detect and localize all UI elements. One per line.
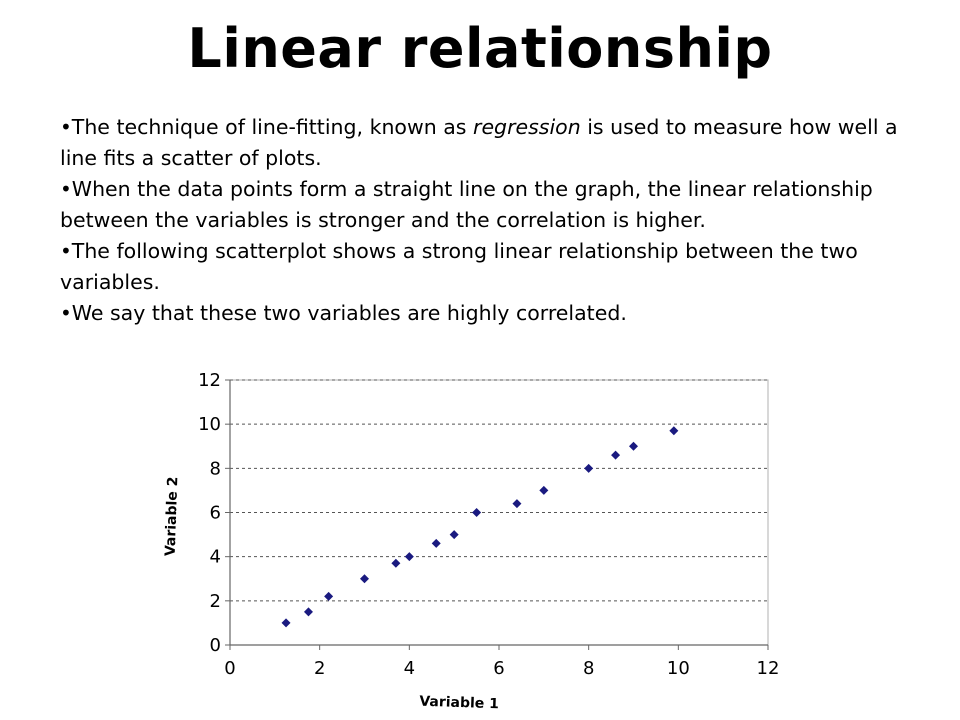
bullet-item: •The technique of line-fitting, known as… [60,112,940,174]
x-tick-label: 0 [224,658,235,679]
bullet-item: •We say that these two variables are hig… [60,298,940,329]
gridlines [229,379,769,646]
bullet-dot: • [60,177,72,201]
data-point [431,538,441,548]
data-point [404,552,414,562]
data-point [472,508,482,517]
chart-svg: 0 2 4 6 8 10 12 0 2 4 6 8 10 12 Variable 1 Variable 2 [163,370,780,713]
x-tick-label: 4 [404,658,415,679]
x-tick-label: 2 [314,658,325,679]
data-point [629,441,638,451]
data-point [512,499,522,509]
y-tick-label: 12 [198,370,221,391]
data-point [539,485,549,495]
data-point [669,426,679,436]
bullet-dot: • [60,301,72,325]
y-tick-label: 0 [210,635,221,656]
bullet-text: We say that these two variables are high… [71,301,627,325]
y-tick-label: 6 [210,503,221,524]
x-axis-title: Variable 1 [419,694,499,713]
y-tick-label: 2 [210,591,221,612]
x-tick-label: 10 [667,658,690,679]
bullet-list: •The technique of line-fitting, known as… [60,112,940,329]
data-point [303,607,313,617]
bullet-item: •When the data points form a straight li… [60,174,940,236]
data-point [360,574,369,584]
data-point [611,450,621,460]
x-tick-label: 6 [493,658,504,679]
bullet-text: is used to measure how well a line fits … [60,115,898,170]
y-tick-label: 4 [210,547,221,568]
bullet-text: The following scatterplot shows a strong… [60,239,858,294]
bullet-dot: • [60,239,72,263]
data-point [449,530,459,540]
bullet-item: •The following scatterplot shows a stron… [60,236,940,298]
scatter-chart: 0 2 4 6 8 10 12 0 2 4 6 8 10 12 Variable 1 Variable 2 [150,362,790,720]
data-point [324,591,334,601]
y-axis-title: Variable 2 [163,476,182,556]
bullet-dot: • [60,115,72,139]
data-point [281,618,291,628]
tick-labels: 0 2 4 6 8 10 12 0 2 4 6 8 10 12 [198,370,779,679]
bullet-text: The technique of line-fitting, known as [71,115,474,139]
y-tick-label: 10 [198,414,221,435]
bullet-text: When the data points form a straight lin… [60,177,873,232]
bullet-emphasis: regression [473,115,581,139]
slide-title: Linear relationship [187,17,773,80]
x-tick-label: 8 [583,658,594,679]
x-tick-label: 12 [757,658,780,679]
data-points [281,426,679,628]
y-tick-label: 8 [210,458,221,479]
data-point [584,463,594,473]
axes [225,379,769,650]
data-point [391,558,401,568]
